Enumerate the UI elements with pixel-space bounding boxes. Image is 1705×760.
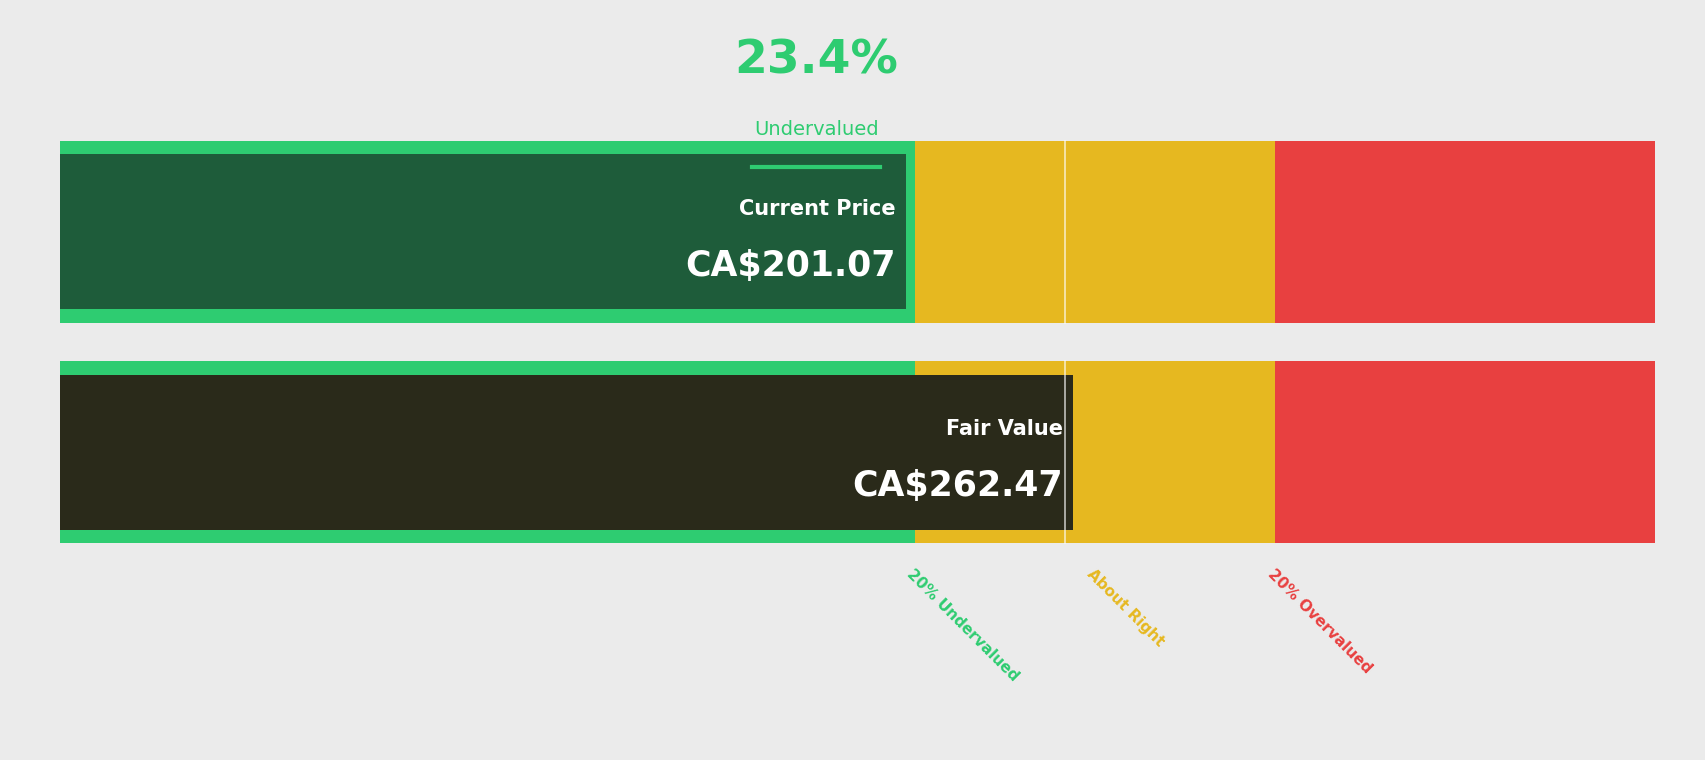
- Bar: [1274, 361, 1654, 543]
- Bar: [60, 375, 1072, 530]
- Text: Undervalued: Undervalued: [754, 120, 878, 139]
- Bar: [914, 141, 1274, 323]
- Bar: [60, 361, 914, 543]
- Bar: [60, 154, 905, 309]
- Bar: [1274, 141, 1654, 323]
- Text: Current Price: Current Price: [738, 198, 895, 219]
- Text: 20% Undervalued: 20% Undervalued: [904, 566, 1021, 684]
- Text: 23.4%: 23.4%: [733, 38, 899, 84]
- Bar: [914, 361, 1274, 543]
- Text: About Right: About Right: [1084, 566, 1166, 649]
- Text: CA$201.07: CA$201.07: [685, 249, 895, 283]
- Bar: [60, 141, 914, 323]
- Text: Fair Value: Fair Value: [945, 419, 1062, 439]
- Text: CA$262.47: CA$262.47: [852, 470, 1062, 503]
- Text: 20% Overvalued: 20% Overvalued: [1263, 566, 1374, 676]
